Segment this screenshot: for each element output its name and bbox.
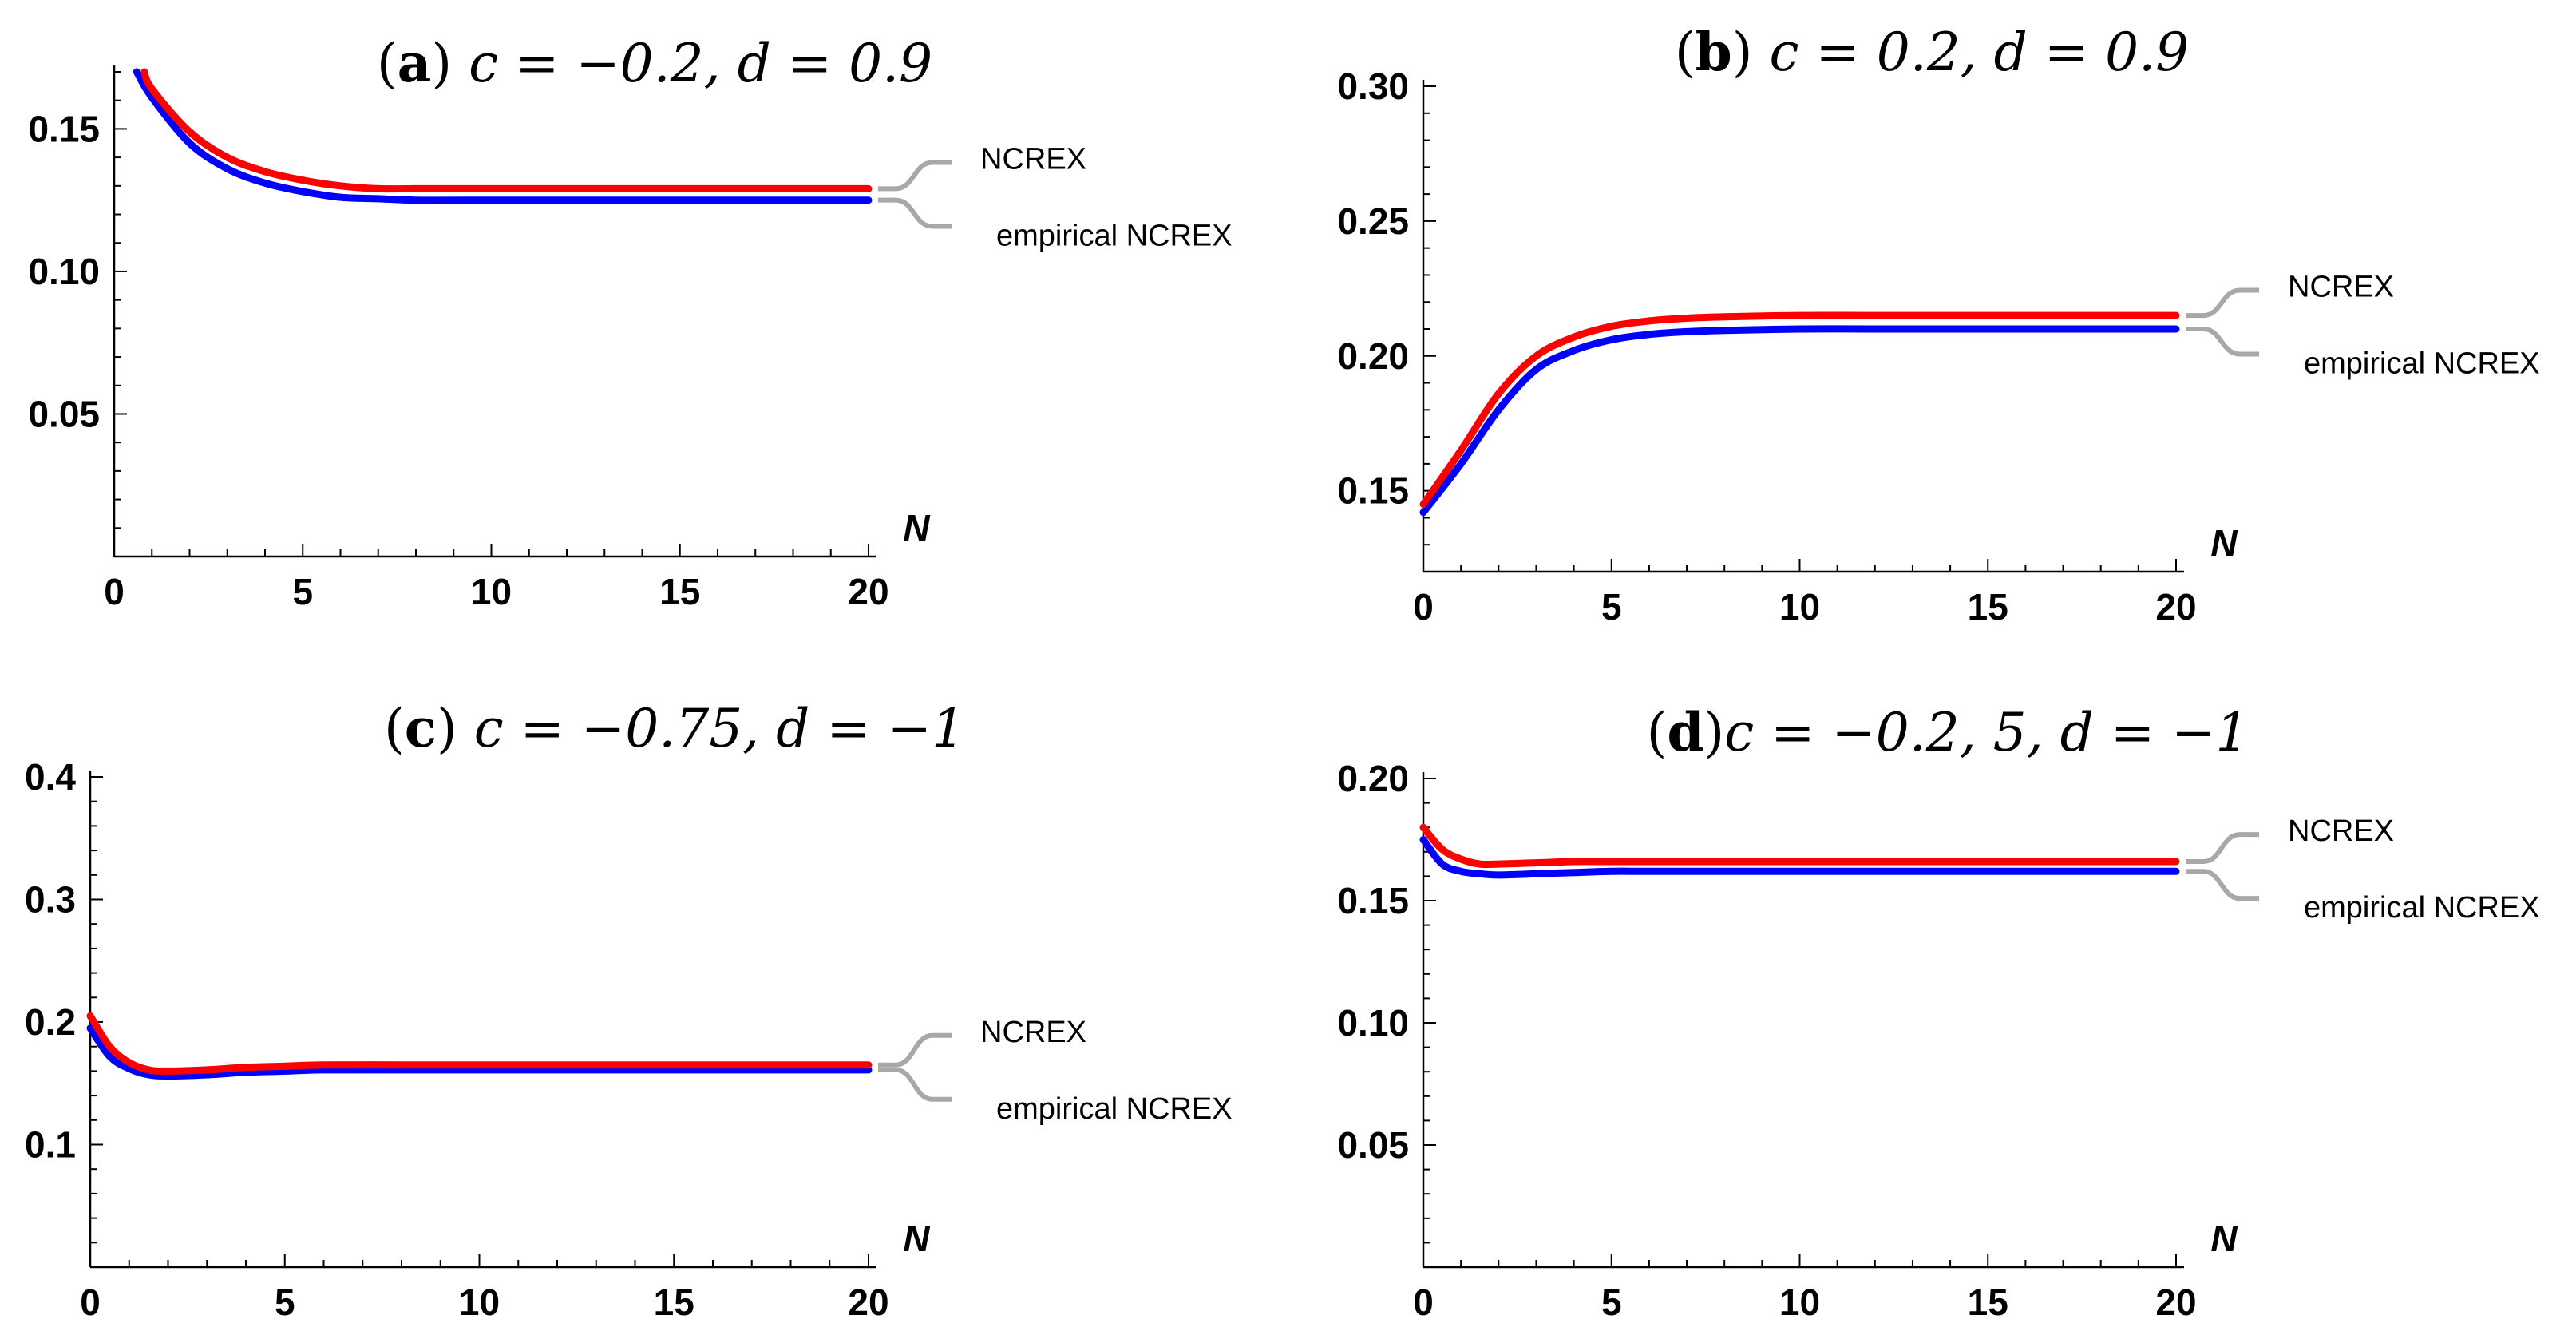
series-line-empirical-ncrex [1419, 325, 2180, 517]
x-tick-label: 10 [1779, 1282, 1820, 1323]
series-line-empirical-ncrex [133, 68, 873, 204]
y-tick-label: 0.1 [25, 1124, 76, 1166]
legend-label-ncrex: NCREX [2288, 814, 2394, 848]
chart-panel-d: (d)c = −0.2, 5, d = −1 0 5 10 15 20 0.05 0.10 0… [1337, 701, 2539, 1323]
chart-title-expr-b: c = 0.2, d = 0.9 [1770, 22, 2190, 83]
chart-title-d: (d)c = −0.2, 5, d = −1 [1647, 701, 2250, 763]
y-tick-label: 0.15 [1337, 470, 1409, 512]
y-tick-label: 0.4 [25, 756, 76, 798]
chart-title-letter-c: c [405, 697, 437, 759]
legend-label-ncrex: NCREX [980, 143, 1086, 176]
chart-title-expr-a: c = −0.2, d = 0.9 [469, 33, 932, 94]
y-tick-label: 0.15 [28, 108, 100, 149]
x-tick-label: 20 [848, 571, 888, 612]
legend-label-ncrex: NCREX [2288, 271, 2394, 304]
chart-title-letter-b: b [1696, 21, 1732, 83]
x-tick-label: 20 [2155, 1282, 2196, 1323]
chart-title-c: (c) c = −0.75, d = −1 [384, 697, 965, 759]
legend-connector-ncrex [878, 160, 952, 192]
y-tick-label: 0.3 [25, 879, 76, 921]
series-line-ncrex [1419, 311, 2180, 509]
legend-label-empirical-ncrex: empirical NCREX [996, 1092, 1233, 1126]
chart-title-letter-a: a [398, 32, 432, 94]
series-line-ncrex [1419, 823, 2180, 869]
x-tick-label: 20 [848, 1282, 888, 1323]
x-tick-label: 10 [1779, 586, 1820, 628]
y-tick-label: 0.05 [28, 393, 100, 434]
legend-connector-empirical-ncrex [2186, 327, 2259, 357]
y-tick-label: 0.10 [28, 251, 100, 292]
x-tick-label: 15 [1968, 586, 2008, 628]
x-tick-label: 15 [1968, 1282, 2008, 1323]
legend-label-empirical-ncrex: empirical NCREX [2304, 891, 2540, 925]
y-tick-label: 0.25 [1337, 200, 1409, 242]
legend-connector-ncrex [2186, 287, 2259, 319]
x-axis-label: N [903, 507, 930, 549]
y-tick-label: 0.05 [1337, 1124, 1409, 1166]
chart-title-b: (b) c = 0.2, d = 0.9 [1675, 21, 2189, 83]
x-axis-label: N [2210, 1218, 2238, 1259]
x-tick-label: 5 [1601, 586, 1622, 628]
x-tick-label: 5 [275, 1282, 295, 1323]
x-tick-label: 20 [2155, 586, 2196, 628]
legend-connector-ncrex [2186, 832, 2259, 865]
series-line-ncrex [140, 68, 873, 193]
chart-title-letter-d: d [1667, 701, 1703, 763]
legend-label-empirical-ncrex: empirical NCREX [2304, 347, 2540, 381]
x-tick-label: 15 [654, 1282, 694, 1323]
y-tick-label: 0.10 [1337, 1002, 1409, 1044]
chart-panel-c: (c) c = −0.75, d = −1 0 5 10 15 20 0.1 0.2 0.3 0… [25, 697, 1233, 1323]
x-tick-label: 5 [292, 571, 313, 612]
chart-title-expr-c: c = −0.75, d = −1 [474, 698, 965, 759]
chart-title-tag-a: ( [377, 33, 398, 94]
x-tick-label: 15 [659, 571, 700, 612]
y-tick-label: 0.20 [1337, 335, 1409, 377]
x-tick-label: 10 [471, 571, 512, 612]
chart-title-a: (a) c = −0.2, d = 0.9 [377, 32, 932, 94]
x-tick-label: 5 [1601, 1282, 1622, 1323]
x-axis-label: N [903, 1218, 930, 1259]
x-tick-label: 0 [80, 1282, 101, 1323]
series-line-empirical-ncrex [86, 1024, 873, 1080]
legend-connector-empirical-ncrex [878, 1067, 952, 1102]
y-tick-label: 0.2 [25, 1001, 76, 1043]
chart-panel-b: (b) c = 0.2, d = 0.9 0 5 10 15 20 0.15 0.20 0.2… [1337, 21, 2539, 628]
x-tick-label: 0 [1413, 586, 1434, 628]
x-tick-label: 10 [459, 1282, 500, 1323]
y-tick-label: 0.20 [1337, 758, 1409, 799]
y-tick-label: 0.15 [1337, 880, 1409, 921]
legend-connector-empirical-ncrex [878, 197, 952, 229]
y-tick-label: 0.30 [1337, 65, 1409, 107]
legend-connector-ncrex [878, 1032, 952, 1068]
chart-panel-a: (a) c = −0.2, d = 0.9 0 5 10 15 20 0.05 0.10 0.… [28, 32, 1232, 612]
x-tick-label: 0 [104, 571, 125, 612]
x-tick-label: 0 [1413, 1282, 1434, 1323]
series-line-ncrex [86, 1012, 873, 1075]
legend-label-ncrex: NCREX [980, 1016, 1086, 1049]
legend-connector-empirical-ncrex [2186, 869, 2259, 901]
legend-label-empirical-ncrex: empirical NCREX [996, 220, 1233, 253]
x-axis-label: N [2210, 522, 2238, 564]
series-line-empirical-ncrex [1419, 836, 2180, 879]
chart-title-expr-d: c = −0.2, 5, d = −1 [1724, 702, 2249, 763]
